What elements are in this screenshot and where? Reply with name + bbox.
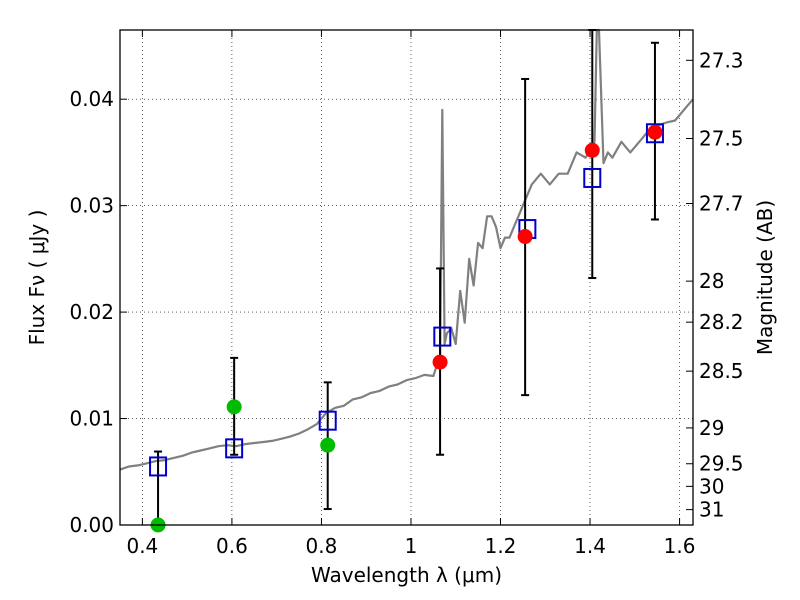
mag-tick-label: 27.7 xyxy=(699,192,744,216)
red-data-point xyxy=(432,354,448,370)
x-tick-label: 0.6 xyxy=(216,534,248,558)
mag-tick-label: 28.5 xyxy=(699,359,744,383)
red-data-point xyxy=(584,142,600,158)
red-data-point xyxy=(517,229,533,245)
model-square-marker xyxy=(318,410,337,431)
grid-lines xyxy=(120,30,693,526)
x-axis-title: Wavelength λ (μm) xyxy=(311,563,502,587)
red-data-point xyxy=(647,124,663,140)
model-square-marker xyxy=(645,123,664,144)
y-tick-label: 0.03 xyxy=(69,194,114,218)
mag-tick-label: 27.3 xyxy=(699,48,744,72)
data-markers xyxy=(149,123,664,533)
plot-frame xyxy=(119,29,694,526)
model-square-marker xyxy=(583,167,602,188)
error-bars xyxy=(154,29,659,526)
x-tick-label: 0.8 xyxy=(306,534,338,558)
mag-tick-label: 27.5 xyxy=(699,126,744,150)
x-tick-label: 1 xyxy=(405,534,418,558)
mag-tick-label: 28.2 xyxy=(699,310,744,334)
mag-tick-label: 29 xyxy=(699,416,724,440)
mag-tick-label: 29.5 xyxy=(699,452,744,476)
x-tick-label: 1.2 xyxy=(485,534,517,558)
model-square-marker xyxy=(225,438,244,459)
right-axis-title: Magnitude (AB) xyxy=(753,200,777,355)
y-tick-label: 0.04 xyxy=(69,87,114,111)
mag-tick-label: 28 xyxy=(699,269,724,293)
mag-tick-label: 30 xyxy=(699,474,724,498)
green-data-point xyxy=(226,399,242,415)
y-tick-label: 0.02 xyxy=(69,300,114,324)
x-tick-label: 0.4 xyxy=(126,534,158,558)
green-data-point xyxy=(320,437,336,453)
model-spectrum xyxy=(119,28,694,471)
x-tick-label: 1.4 xyxy=(574,534,606,558)
axis-ticks: 0.4 0.6 0.8 1 1.2 1.4 1.6 0.00 0.01 0.02 0.03 0.04 2… xyxy=(69,30,744,558)
spectrum-line xyxy=(119,28,694,471)
y-tick-label: 0.01 xyxy=(69,407,114,431)
y-axis-title: Flux Fν ( μJy ) xyxy=(25,210,49,346)
mag-tick-label: 31 xyxy=(699,498,724,522)
model-square-marker xyxy=(149,456,168,477)
model-square-marker xyxy=(433,326,452,347)
y-tick-label: 0.00 xyxy=(69,513,114,537)
x-tick-label: 1.6 xyxy=(664,534,696,558)
